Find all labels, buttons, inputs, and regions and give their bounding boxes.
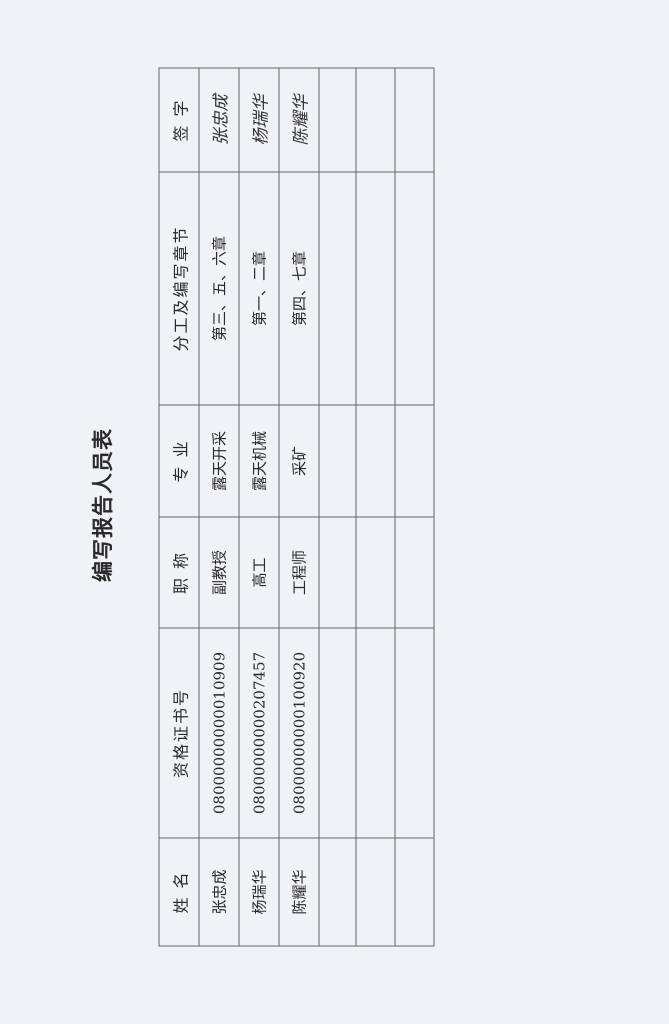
cell-chapters: 第一、二章 — [238, 171, 279, 405]
header-name: 姓 名 — [158, 837, 199, 946]
cell-title: 工程师 — [278, 516, 319, 628]
cell-major — [318, 404, 356, 517]
cell-name: 张忠成 — [198, 837, 239, 946]
cell-chapters — [394, 171, 434, 405]
cell-signature: 杨瑞华 — [238, 67, 279, 172]
header-title: 职 称 — [158, 516, 199, 628]
header-certificate: 资格证书号 — [158, 627, 199, 838]
cell-chapters: 第四、七章 — [278, 171, 319, 405]
cell-title — [355, 516, 395, 628]
cell-name: 杨瑞华 — [238, 837, 279, 946]
cell-major: 露天开采 — [198, 404, 239, 517]
page-title: 编写报告人员表 — [90, 428, 115, 582]
cell-signature: 陈耀华 — [278, 67, 319, 172]
cell-certificate — [394, 627, 434, 838]
cell-certificate: 08000000000100920 — [278, 627, 319, 838]
cell-name — [318, 837, 356, 946]
table-row: 张忠成 08000000000010909 副教授 露天开采 第三、五、六章 张忠成 — [198, 67, 239, 946]
table-row: 杨瑞华 08000000000207457 高工 露天机械 第一、二章 杨瑞华 — [238, 67, 279, 946]
cell-major — [355, 404, 395, 517]
cell-signature — [318, 67, 356, 172]
table-row — [318, 67, 356, 946]
cell-certificate — [318, 627, 356, 838]
cell-major: 露天机械 — [238, 404, 279, 517]
header-signature: 签 字 — [158, 67, 199, 172]
cell-signature — [355, 67, 395, 172]
cell-major — [394, 404, 434, 517]
table-row: 陈耀华 08000000000100920 工程师 采矿 第四、七章 陈耀华 — [278, 67, 319, 946]
cell-name — [355, 837, 395, 946]
cell-name: 陈耀华 — [278, 837, 319, 946]
cell-name — [394, 837, 434, 946]
cell-chapters — [355, 171, 395, 405]
cell-title — [394, 516, 434, 628]
cell-chapters — [318, 171, 356, 405]
cell-major: 采矿 — [278, 404, 319, 517]
cell-signature — [394, 67, 434, 172]
header-chapters: 分工及编写章节 — [158, 171, 199, 405]
cell-certificate: 08000000000207457 — [238, 627, 279, 838]
personnel-table: 姓 名 资格证书号 职 称 专 业 分工及编写章节 签 字 张忠成 0800000… — [158, 67, 434, 946]
cell-title — [318, 516, 356, 628]
table-header: 姓 名 资格证书号 职 称 专 业 分工及编写章节 签 字 — [158, 67, 199, 946]
cell-chapters: 第三、五、六章 — [198, 171, 239, 405]
cell-certificate — [355, 627, 395, 838]
cell-title: 副教授 — [198, 516, 239, 628]
table-row — [394, 67, 434, 946]
cell-signature: 张忠成 — [198, 67, 239, 172]
table-row — [355, 67, 395, 946]
header-major: 专 业 — [158, 404, 199, 517]
cell-certificate: 08000000000010909 — [198, 627, 239, 838]
cell-title: 高工 — [238, 516, 279, 628]
